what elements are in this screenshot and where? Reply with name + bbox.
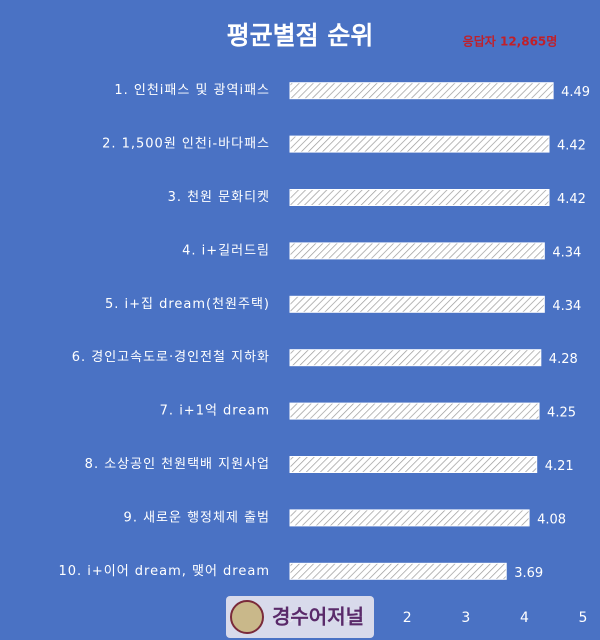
y-tick-label: 1. 인천i패스 및 광역i패스 bbox=[114, 83, 270, 98]
bar bbox=[289, 189, 550, 206]
value-label: 3.69 bbox=[514, 566, 543, 581]
value-label: 4.49 bbox=[561, 85, 590, 100]
x-tick-label: 2 bbox=[403, 610, 412, 626]
y-tick-label: 7. i+1억 dream bbox=[160, 404, 270, 419]
x-tick-label: 5 bbox=[579, 610, 588, 626]
y-tick-label: 10. i+이어 dream, 맺어 dream bbox=[58, 564, 270, 579]
value-label: 4.28 bbox=[549, 352, 578, 367]
value-label: 4.08 bbox=[537, 512, 566, 527]
y-tick-label: 4. i+길러드림 bbox=[182, 243, 270, 258]
bar bbox=[289, 402, 540, 420]
y-tick-label: 9. 새로운 행정체제 출범 bbox=[124, 509, 270, 525]
bar bbox=[289, 456, 538, 473]
value-label: 4.34 bbox=[552, 299, 581, 314]
bar bbox=[289, 82, 554, 100]
bar bbox=[289, 349, 542, 367]
watermark-logo: 경수어저널 bbox=[226, 596, 374, 638]
chart-title: 평균별점 순위 bbox=[227, 21, 374, 50]
value-label: 4.34 bbox=[552, 245, 581, 260]
bar bbox=[289, 295, 545, 313]
watermark-box bbox=[226, 596, 374, 638]
y-tick-label: 2. 1,500원 인천i-바다패스 bbox=[102, 137, 270, 152]
y-tick-label: 5. i+집 dream(천원주택) bbox=[105, 297, 270, 312]
x-tick-label: 4 bbox=[520, 610, 529, 626]
watermark-text: 경수어저널 bbox=[272, 605, 364, 629]
x-tick-label: 3 bbox=[461, 610, 470, 626]
value-label: 4.42 bbox=[557, 139, 586, 154]
chart-subtitle: 응답자 12,865명 bbox=[463, 34, 558, 49]
y-tick-label: 8. 소상공인 천원택배 지원사업 bbox=[85, 457, 270, 472]
value-label: 4.42 bbox=[557, 192, 586, 207]
bar bbox=[289, 509, 530, 527]
watermark-emblem bbox=[230, 600, 264, 634]
y-tick-label: 3. 천원 문화티켓 bbox=[168, 190, 270, 205]
y-tick-label: 6. 경인고속도로·경인전철 지하화 bbox=[72, 350, 270, 365]
bar bbox=[289, 242, 545, 260]
bar bbox=[289, 562, 507, 580]
value-label: 4.21 bbox=[545, 459, 574, 474]
bar bbox=[289, 135, 550, 153]
value-label: 4.25 bbox=[547, 406, 576, 421]
